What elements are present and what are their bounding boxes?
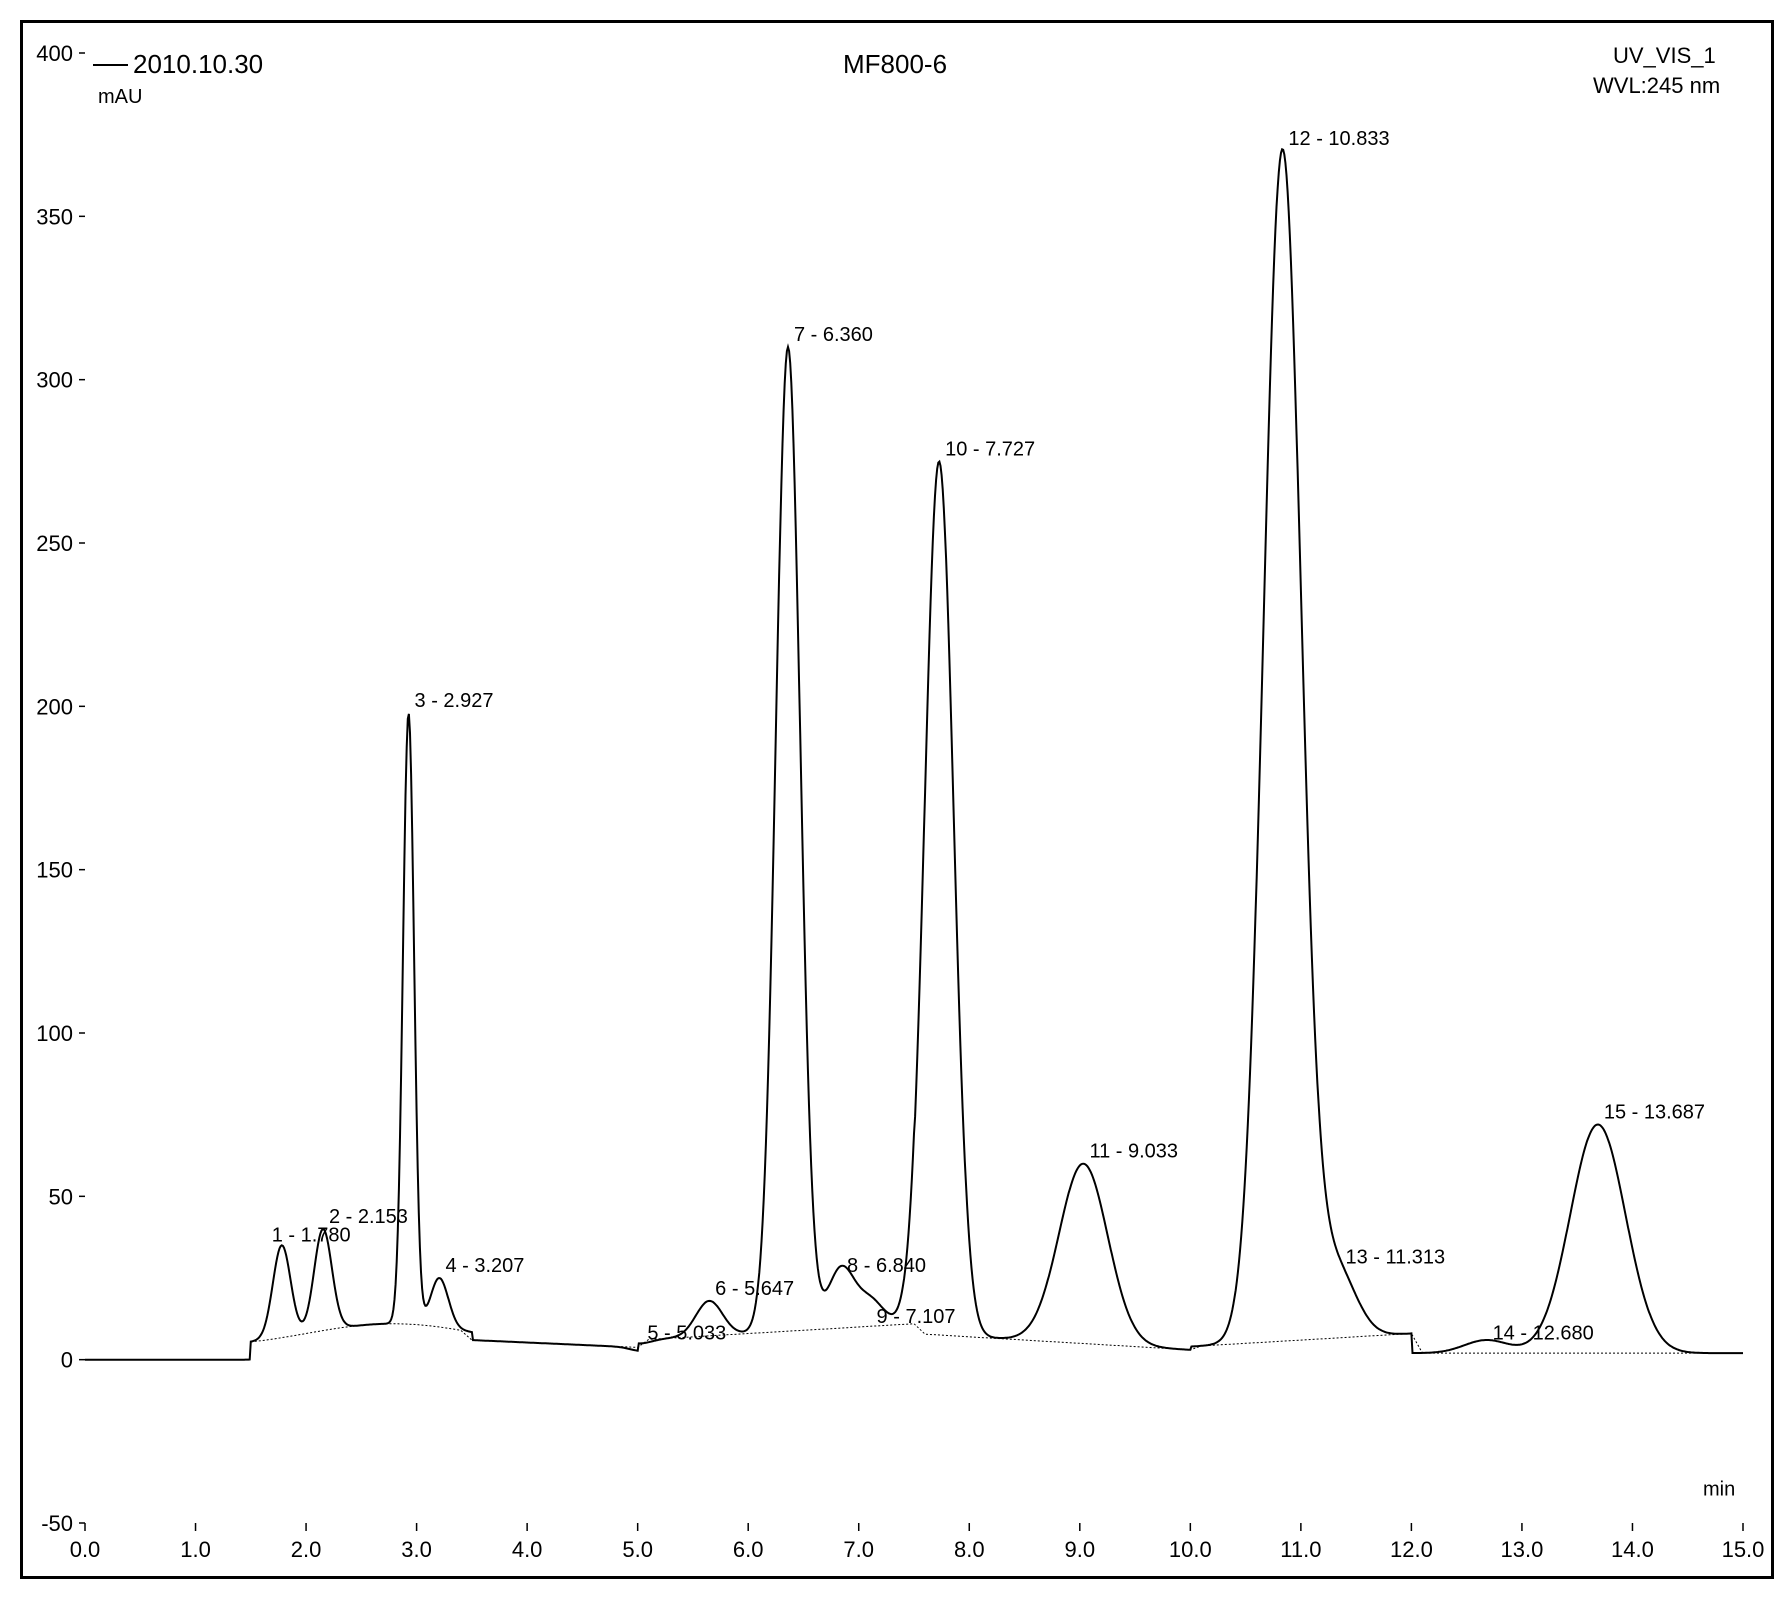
chart-title: MF800-6 [843, 49, 947, 79]
chromatogram-trace [85, 149, 1743, 1359]
y-tick-label: -50 [41, 1511, 73, 1536]
x-tick-label: 15.0 [1722, 1537, 1765, 1562]
y-tick-label: 350 [36, 204, 73, 229]
x-tick-label: 2.0 [291, 1537, 322, 1562]
y-tick-label: 250 [36, 531, 73, 556]
x-unit-label: min [1703, 1478, 1735, 1500]
chromatogram-svg: 2010.10.30 MF800-6 UV_VIS_1 WVL:245 nm mAU mi… [23, 23, 1771, 1576]
peak-label: 2 - 2.153 [329, 1206, 408, 1228]
y-tick-label: 400 [36, 41, 73, 66]
peak-label: 7 - 6.360 [794, 324, 873, 346]
x-tick-label: 11.0 [1280, 1537, 1321, 1562]
peak-label: 6 - 5.647 [715, 1278, 794, 1300]
x-tick-label: 4.0 [512, 1537, 543, 1562]
x-tick-label: 10.0 [1169, 1537, 1212, 1562]
peak-label: 4 - 3.207 [445, 1255, 524, 1277]
x-tick-label: 5.0 [622, 1537, 653, 1562]
y-tick-label: 200 [36, 694, 73, 719]
y-unit-label: mAU [98, 86, 142, 108]
x-tick-label: 13.0 [1501, 1537, 1544, 1562]
x-tick-label: 1.0 [180, 1537, 211, 1562]
x-tick-label: 3.0 [401, 1537, 432, 1562]
peak-label: 8 - 6.840 [847, 1255, 926, 1277]
y-tick-label: 0 [61, 1348, 73, 1373]
peak-label: 12 - 10.833 [1288, 128, 1389, 150]
x-tick-label: 8.0 [954, 1537, 985, 1562]
wavelength-label: WVL:245 nm [1593, 73, 1720, 98]
x-tick-label: 14.0 [1611, 1537, 1654, 1562]
peak-label: 14 - 12.680 [1493, 1323, 1594, 1345]
x-tick-label: 9.0 [1065, 1537, 1096, 1562]
peak-label: 3 - 2.927 [415, 690, 494, 712]
y-tick-label: 50 [49, 1184, 73, 1209]
date-label: 2010.10.30 [133, 49, 263, 79]
x-tick-label: 7.0 [843, 1537, 874, 1562]
x-tick-label: 0.0 [70, 1537, 101, 1562]
peak-label: 9 - 7.107 [877, 1306, 956, 1328]
y-tick-label: 150 [36, 858, 73, 883]
peak-label: 13 - 11.313 [1345, 1247, 1445, 1269]
y-tick-label: 100 [36, 1021, 73, 1046]
peak-label: 15 - 13.687 [1604, 1101, 1705, 1123]
y-tick-label: 300 [36, 368, 73, 393]
peak-label: 10 - 7.727 [945, 438, 1035, 460]
peak-label: 5 - 5.033 [647, 1323, 726, 1345]
x-tick-label: 6.0 [733, 1537, 764, 1562]
detector-label: UV_VIS_1 [1613, 43, 1716, 68]
chromatogram-container: 2010.10.30 MF800-6 UV_VIS_1 WVL:245 nm mAU mi… [20, 20, 1774, 1579]
x-tick-label: 12.0 [1390, 1537, 1433, 1562]
peak-label: 11 - 9.033 [1089, 1141, 1178, 1163]
